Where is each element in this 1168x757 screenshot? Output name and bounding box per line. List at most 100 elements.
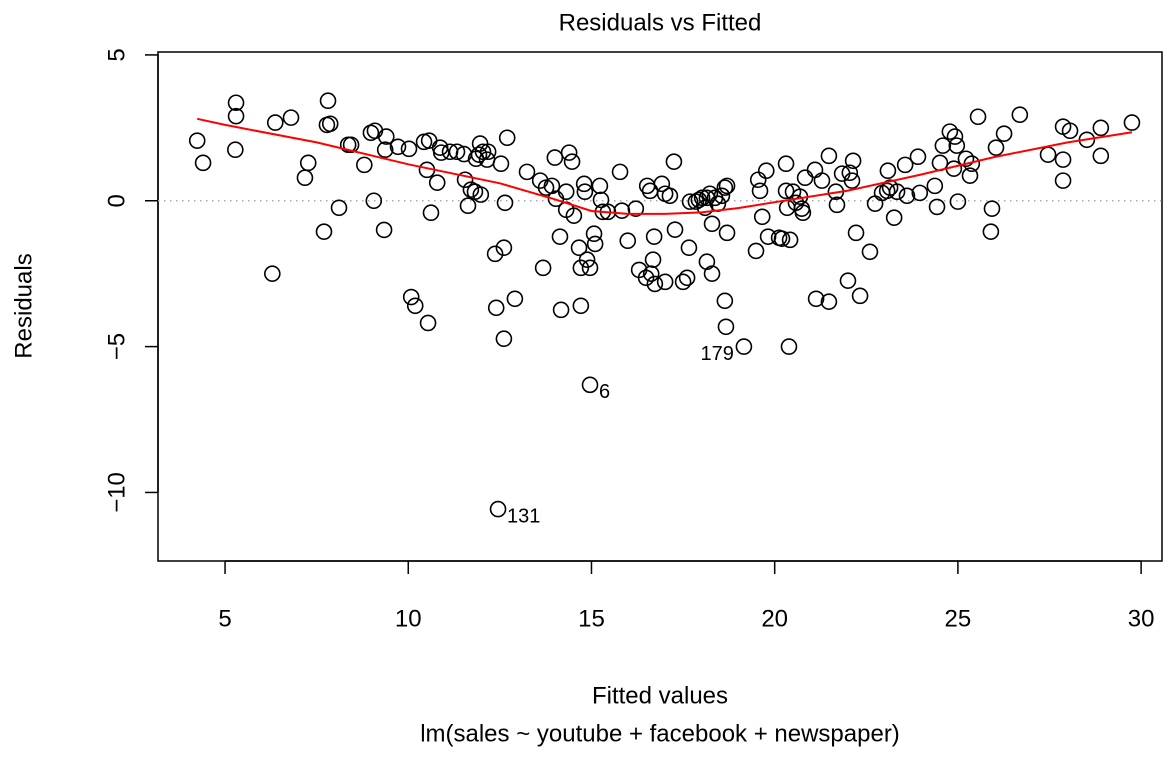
point <box>1092 147 1110 165</box>
point <box>543 177 561 195</box>
point <box>570 239 588 257</box>
x-axis-label: Fitted values <box>592 682 728 709</box>
point <box>375 221 393 239</box>
point <box>843 172 861 189</box>
point <box>565 207 583 224</box>
point <box>581 259 599 277</box>
point <box>627 200 645 217</box>
point <box>680 239 698 257</box>
point <box>376 141 394 159</box>
point <box>678 269 696 287</box>
point <box>653 175 671 193</box>
point <box>820 147 838 165</box>
point-label: 179 <box>701 343 734 365</box>
point <box>188 132 206 149</box>
point <box>693 189 711 207</box>
point <box>551 228 569 245</box>
point <box>735 338 753 355</box>
point <box>646 275 664 293</box>
point <box>896 156 914 174</box>
point <box>644 251 662 268</box>
point <box>879 162 897 180</box>
point <box>563 153 581 170</box>
point <box>479 143 497 161</box>
point <box>472 186 490 203</box>
point <box>701 185 719 203</box>
point <box>578 251 596 268</box>
point <box>637 269 655 287</box>
point <box>319 92 337 110</box>
point <box>557 183 575 201</box>
point <box>807 290 825 308</box>
point <box>844 152 862 170</box>
point <box>585 225 603 243</box>
point <box>841 164 859 182</box>
point <box>987 139 1005 156</box>
x-tick-label: 5 <box>218 605 231 632</box>
point-label: 131 <box>507 505 540 527</box>
point <box>495 239 513 257</box>
point <box>389 138 407 156</box>
y-axis-label: Residuals <box>10 253 37 358</box>
point <box>591 177 609 195</box>
x-tick-label: 10 <box>395 605 422 632</box>
point <box>365 192 383 210</box>
point <box>777 182 795 200</box>
point <box>487 299 505 317</box>
point <box>716 179 734 196</box>
point <box>552 301 570 319</box>
point <box>713 187 731 205</box>
point-label: 6 <box>599 381 610 403</box>
point <box>586 235 604 253</box>
point <box>419 314 437 332</box>
point <box>665 153 683 170</box>
x-tick-label: 20 <box>761 605 788 632</box>
point <box>264 265 281 282</box>
point <box>315 223 333 240</box>
y-tick-label: 0 <box>103 194 130 207</box>
point <box>674 273 692 291</box>
point <box>456 171 474 189</box>
point <box>321 115 339 133</box>
point <box>1054 151 1072 168</box>
point <box>498 129 516 147</box>
point <box>949 193 967 210</box>
point <box>820 293 838 310</box>
point <box>847 224 865 242</box>
point <box>377 128 395 145</box>
point <box>432 144 450 161</box>
point <box>496 194 514 212</box>
point <box>983 200 1001 217</box>
point <box>656 273 674 291</box>
point <box>780 338 798 355</box>
point <box>813 172 831 189</box>
point <box>474 143 492 161</box>
point <box>751 182 769 200</box>
point <box>1061 122 1079 140</box>
point <box>575 175 593 193</box>
point <box>1011 106 1029 124</box>
point <box>495 330 513 348</box>
point <box>773 230 791 247</box>
point <box>928 198 946 216</box>
point <box>794 204 812 222</box>
point <box>619 232 637 250</box>
point <box>861 243 879 261</box>
point <box>718 224 736 242</box>
point <box>703 265 721 282</box>
point <box>781 231 799 249</box>
point <box>266 114 284 131</box>
x-tick-label: 25 <box>945 605 972 632</box>
point <box>982 223 1000 240</box>
point <box>486 245 504 263</box>
point <box>969 108 987 126</box>
point <box>422 204 440 222</box>
y-tick-label: 5 <box>103 48 130 61</box>
point <box>1123 114 1141 131</box>
y-tick-label: −10 <box>103 472 130 513</box>
smooth-line <box>196 117 1133 215</box>
point <box>777 155 795 173</box>
point <box>227 141 244 159</box>
point <box>717 318 735 336</box>
point <box>299 154 317 172</box>
